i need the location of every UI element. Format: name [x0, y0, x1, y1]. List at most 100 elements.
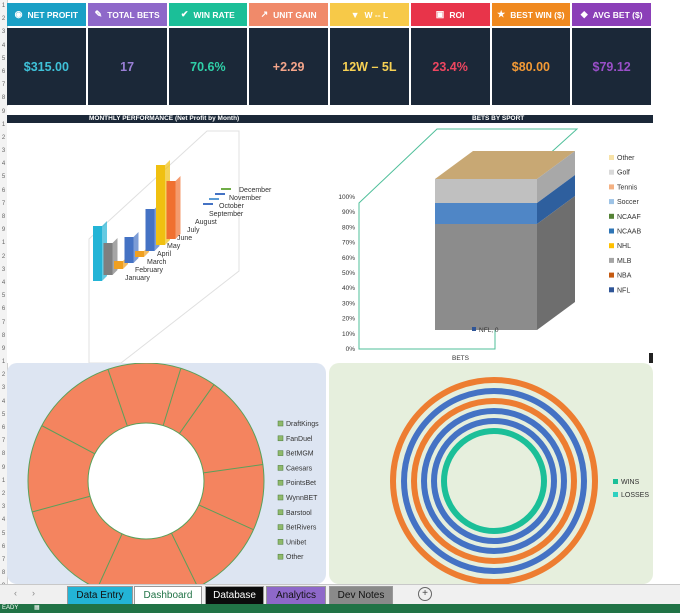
row-number: 8: [1, 332, 6, 339]
donut-slice-divider: [32, 495, 91, 513]
tab-data-entry[interactable]: Data Entry: [67, 586, 133, 605]
sportsbook-legend-label: Barstool: [286, 510, 312, 517]
legend-swatch: [613, 492, 618, 497]
kpi-value: 70.6%: [168, 28, 248, 105]
legend-swatch: [277, 509, 284, 516]
macro-icon[interactable]: ▦: [34, 605, 40, 611]
legend-swatch: [277, 420, 284, 427]
row-number: 1: [1, 477, 6, 484]
row-number: 9: [1, 108, 6, 115]
kpi-label: NET PROFIT: [27, 9, 79, 20]
row-number: 2: [1, 253, 6, 260]
section-header-bar: MONTHLY PERFORMANCE (Net Profit by Month…: [7, 115, 653, 123]
chart-line-icon: ↗: [260, 9, 269, 19]
month-label: December: [239, 187, 272, 194]
sport-y-tick: 100%: [338, 194, 355, 201]
legend-swatch: [277, 465, 284, 471]
kpi-card: ↗ UNIT GAIN +2.29: [249, 3, 330, 105]
sportsbook-legend-label: PointsBet: [286, 480, 316, 487]
sport-y-tick: 80%: [342, 224, 355, 231]
row-number: 6: [1, 68, 6, 75]
row-number: 1: [1, 3, 6, 9]
row-number: 2: [1, 16, 6, 23]
ring-5: [431, 418, 557, 544]
legend-swatch: [277, 494, 284, 501]
tab-dashboard[interactable]: Dashboard: [134, 586, 202, 606]
donut-slice-divider: [107, 369, 128, 427]
sport-data-label-marker: [472, 327, 476, 331]
kpi-label: AVG BET ($): [592, 9, 643, 20]
row-number: 9: [1, 227, 6, 234]
legend-swatch: [609, 184, 614, 190]
sportsbook-legend-label: WynnBET: [286, 495, 318, 502]
monthly-chart: JanuaryFebruaryMarchAprilMayJuneJulyAugu…: [88, 130, 272, 364]
legend-swatch: [277, 539, 284, 545]
monthly-bar: [93, 226, 102, 281]
sheet-tabs-bar: ‹ › Data Entry Dashboard Database Analytics…: [0, 584, 680, 606]
donut-slice-divider: [198, 504, 254, 531]
tab-dev-notes[interactable]: Dev Notes: [329, 586, 393, 605]
tab-analytics[interactable]: Analytics: [266, 586, 326, 605]
donut-slice-divider: [41, 425, 96, 455]
legend-swatch: [277, 479, 284, 486]
sport-legend-label: MLB: [617, 258, 632, 265]
monthly-bar-side: [133, 232, 139, 263]
star-icon: ★: [497, 9, 506, 19]
sportsbook-legend-label: Unibet: [286, 539, 306, 546]
scroll-right-icon[interactable]: ›: [32, 588, 35, 598]
kpi-card: ✎ TOTAL BETS 17: [87, 3, 169, 105]
row-number: 6: [1, 425, 6, 431]
legend-swatch: [609, 243, 614, 249]
month-label: November: [229, 195, 262, 202]
kpi-card: ★ BEST WIN ($) $80.00: [491, 3, 573, 105]
ring-inner: [441, 428, 547, 534]
kpi-value: 23.4%: [410, 28, 490, 105]
sport-y-tick: 40%: [342, 285, 355, 292]
legend-swatch: [609, 213, 614, 219]
donut-slice-divider: [96, 533, 123, 589]
sportsbook-legend-label: Other: [286, 554, 304, 561]
legend-swatch: [609, 287, 614, 293]
row-number: 4: [1, 398, 6, 405]
monthly-bar: [135, 251, 144, 257]
month-label: April: [157, 251, 171, 258]
month-label: August: [195, 219, 217, 226]
month-label: May: [167, 243, 181, 250]
kpi-card: ✔ WIN RATE 70.6%: [168, 3, 250, 105]
kpi-header: ▼ W -- L: [330, 3, 409, 26]
sport-legend: Other Golf Tennis Soccer NCAAF NCAAB NHL MLB NBA…: [609, 155, 641, 294]
kpi-card: ▼ W -- L 12W – 5L: [330, 3, 411, 105]
row-number: 4: [1, 517, 6, 524]
donut-slice-divider: [203, 464, 263, 474]
row-number: 9: [0, 580, 7, 584]
charts-svg: JanuaryFebruaryMarchAprilMayJuneJulyAugu…: [88, 128, 653, 364]
add-sheet-icon[interactable]: +: [418, 587, 432, 601]
sport-y-tick: 20%: [342, 316, 355, 323]
row-number: 2: [1, 134, 6, 141]
sport-y-tick: 10%: [342, 331, 355, 338]
sport-y-tick: 60%: [342, 255, 355, 262]
kpi-label: BEST WIN ($): [510, 9, 565, 20]
legend-swatch: [609, 199, 614, 205]
month-label: February: [135, 267, 164, 274]
row-number: 7: [1, 556, 6, 563]
legend-swatch: [277, 450, 284, 456]
kpi-value: $315.00: [7, 28, 86, 105]
donut-slice-divider: [170, 532, 199, 588]
scroll-left-icon[interactable]: ‹: [14, 588, 17, 598]
edit-icon: ✎: [94, 9, 103, 19]
row-number: 1: [1, 359, 6, 366]
kpi-bar: ◉ NET PROFIT $315.00 ✎ TOTAL BETS 17 ✔ WIN RATE…: [7, 3, 653, 105]
monthly-bar-side: [175, 176, 181, 239]
sportsbook-legend-label: Caesars: [286, 465, 313, 472]
tab-database[interactable]: Database: [205, 586, 264, 605]
upper-charts: January February March April May June July Augu…: [7, 123, 653, 364]
sport-y-tick: 30%: [342, 300, 355, 307]
donut-slice-divider: [179, 384, 215, 434]
row-number: 5: [1, 55, 6, 62]
legend-swatch: [613, 479, 618, 484]
row-number: 2: [1, 372, 6, 379]
winloss-legend-label: WINS: [621, 479, 640, 486]
sport-legend-label: Soccer: [617, 199, 639, 206]
roi-icon: ▣: [435, 9, 445, 19]
